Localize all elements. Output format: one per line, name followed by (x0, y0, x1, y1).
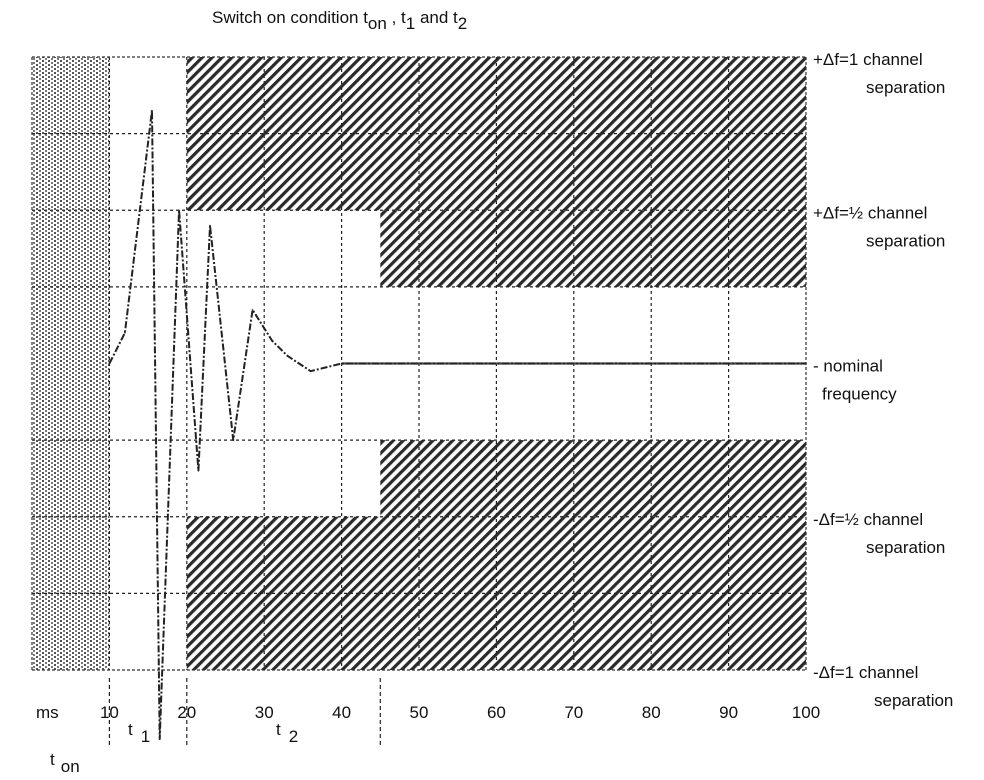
y-label-1-line2: separation (866, 231, 945, 250)
series-point-0-7 (232, 439, 235, 441)
series-point-0-9 (271, 339, 273, 342)
y-label-3-line2: separation (866, 538, 945, 557)
x-tick-label-90: 90 (719, 703, 738, 722)
x-tick-label-80: 80 (642, 703, 661, 722)
region-hatched-2 (380, 210, 806, 287)
series-point-0-4 (178, 209, 180, 212)
y-label-4-line2: separation (874, 691, 953, 710)
y-level-labels: +Δf=1 channel separation +Δf=½ channel sepa… (813, 50, 953, 710)
x-tick-label-70: 70 (564, 703, 583, 722)
region-dense-dotted-0 (32, 57, 110, 670)
chart-title: Switch on condition ton , t1 and t2 (212, 8, 467, 33)
plot-frame (31, 56, 807, 671)
x-tick-label-100: 100 (792, 703, 820, 722)
series-point-0-2 (151, 109, 153, 112)
y-label-0-line1: +Δf=1 channel (813, 50, 923, 69)
x-tick-label-20: 20 (177, 703, 196, 722)
region-hatched-3 (380, 440, 806, 517)
period-markers (108, 678, 381, 746)
y-label-1-line1: +Δf=½ channel (813, 203, 927, 222)
series-point-0-3 (158, 738, 161, 740)
series-point-0-11 (309, 370, 312, 372)
x-tick-label-60: 60 (487, 703, 506, 722)
y-label-3-line1: -Δf=½ channel (813, 510, 923, 529)
series-point-0-8 (251, 309, 254, 311)
x-tick-label-30: 30 (255, 703, 274, 722)
series-point-0-5 (197, 469, 200, 472)
series-point-0-6 (209, 224, 211, 227)
x-tick-label-50: 50 (410, 703, 429, 722)
y-label-0-line2: separation (866, 78, 945, 97)
frequency-series (108, 109, 807, 740)
period-label-t-on: t on (50, 750, 80, 776)
y-label-4-line1: -Δf=1 channel (813, 663, 918, 682)
x-tick-label-40: 40 (332, 703, 351, 722)
x-tick-label-10: 10 (100, 703, 119, 722)
y-label-2-line1: - nominal (813, 357, 883, 376)
x-tick-labels: 10 20 30 40 50 60 70 80 90 100 (100, 703, 820, 722)
series-point-0-0 (108, 362, 111, 365)
series-point-0-10 (286, 355, 289, 357)
series-line-0 (108, 109, 806, 740)
y-label-2-line2: frequency (822, 385, 897, 404)
series-point-0-13 (805, 362, 807, 365)
x-axis-label: ms (36, 703, 59, 722)
grid-lines (32, 57, 806, 670)
series-point-0-12 (340, 362, 343, 365)
series-point-0-1 (124, 332, 126, 334)
